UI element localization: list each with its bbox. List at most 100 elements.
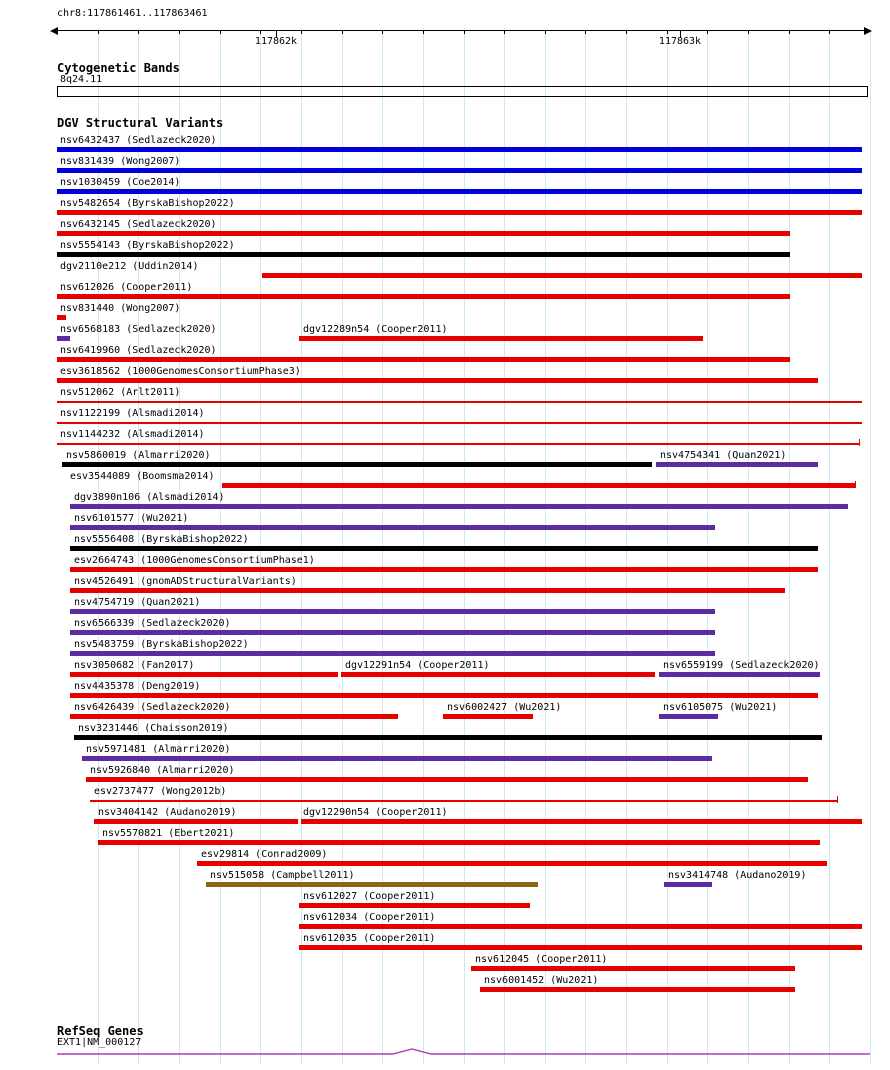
variant-bar[interactable] xyxy=(299,903,530,908)
gene-intron-line[interactable] xyxy=(57,1048,870,1055)
variant-label[interactable]: dgv12289n54 (Cooper2011) xyxy=(303,324,448,335)
variant-label[interactable]: nsv831439 (Wong2007) xyxy=(60,156,181,167)
variant-bar[interactable] xyxy=(70,567,818,572)
variant-bar[interactable] xyxy=(70,588,785,593)
variant-label[interactable]: nsv6426439 (Sedlazeck2020) xyxy=(74,702,231,713)
variant-bar[interactable] xyxy=(57,294,790,299)
variant-bar[interactable] xyxy=(197,861,827,866)
variant-label[interactable]: dgv2110e212 (Uddin2014) xyxy=(60,261,199,272)
variant-bar[interactable] xyxy=(57,422,862,424)
variant-bar[interactable] xyxy=(57,401,862,403)
variant-label[interactable]: nsv6101577 (Wu2021) xyxy=(74,513,189,524)
variant-bar[interactable] xyxy=(57,147,862,152)
variant-label[interactable]: nsv6559199 (Sedlazeck2020) xyxy=(663,660,820,671)
variant-label[interactable]: nsv515058 (Campbell2011) xyxy=(210,870,355,881)
variant-label[interactable]: nsv5483759 (ByrskaBishop2022) xyxy=(74,639,249,650)
variant-bar[interactable] xyxy=(57,443,860,445)
variant-label[interactable]: esv2664743 (1000GenomesConsortiumPhase1) xyxy=(74,555,315,566)
variant-bar[interactable] xyxy=(57,189,862,194)
variant-bar[interactable] xyxy=(57,210,862,215)
variant-bar[interactable] xyxy=(659,714,718,719)
variant-label[interactable]: nsv1144232 (Alsmadi2014) xyxy=(60,429,205,440)
variant-label[interactable]: esv3544089 (Boomsma2014) xyxy=(70,471,215,482)
variant-bar[interactable] xyxy=(57,168,862,173)
variant-label[interactable]: nsv5926840 (Almarri2020) xyxy=(90,765,235,776)
variant-bar[interactable] xyxy=(70,630,715,635)
variant-label[interactable]: nsv1122199 (Alsmadi2014) xyxy=(60,408,205,419)
variant-label[interactable]: nsv4435378 (Deng2019) xyxy=(74,681,201,692)
variant-label[interactable]: nsv3231446 (Chaisson2019) xyxy=(78,723,229,734)
variant-bar[interactable] xyxy=(57,378,818,383)
variant-bar[interactable] xyxy=(70,651,715,656)
variant-label[interactable]: nsv5570821 (Ebert2021) xyxy=(102,828,235,839)
variant-label[interactable]: nsv6419960 (Sedlazeck2020) xyxy=(60,345,217,356)
variant-bar[interactable] xyxy=(299,945,862,950)
variant-label[interactable]: nsv3050682 (Fan2017) xyxy=(74,660,195,671)
variant-label[interactable]: nsv6002427 (Wu2021) xyxy=(447,702,562,713)
variant-bar[interactable] xyxy=(98,840,820,845)
variant-bar[interactable] xyxy=(70,546,818,551)
variant-bar[interactable] xyxy=(94,819,298,824)
variant-label[interactable]: dgv12290n54 (Cooper2011) xyxy=(303,807,448,818)
variant-label[interactable]: nsv512062 (Arlt2011) xyxy=(60,387,181,398)
refseq-gene-glyph[interactable] xyxy=(57,1046,870,1060)
variant-label[interactable]: dgv3890n106 (Alsmadi2014) xyxy=(74,492,225,503)
variant-label[interactable]: esv3618562 (1000GenomesConsortiumPhase3) xyxy=(60,366,301,377)
variant-label[interactable]: nsv4754719 (Quan2021) xyxy=(74,597,201,608)
variant-bar[interactable] xyxy=(656,462,818,467)
variant-bar[interactable] xyxy=(70,609,715,614)
variant-label[interactable]: nsv6568183 (Sedlazeck2020) xyxy=(60,324,217,335)
variant-bar[interactable] xyxy=(299,336,703,341)
variant-bar[interactable] xyxy=(62,462,652,467)
variant-bar[interactable] xyxy=(299,924,862,929)
variant-bar[interactable] xyxy=(57,357,790,362)
variant-bar[interactable] xyxy=(82,756,712,761)
variant-bar[interactable] xyxy=(57,231,790,236)
variant-label[interactable]: nsv6432437 (Sedlazeck2020) xyxy=(60,135,217,146)
variant-bar[interactable] xyxy=(57,336,70,341)
variant-label[interactable]: nsv6001452 (Wu2021) xyxy=(484,975,599,986)
variant-label[interactable]: nsv5971481 (Almarri2020) xyxy=(86,744,231,755)
variant-bar[interactable] xyxy=(90,800,838,802)
variant-bar[interactable] xyxy=(262,273,862,278)
variant-label[interactable]: nsv5556408 (ByrskaBishop2022) xyxy=(74,534,249,545)
variant-bar[interactable] xyxy=(70,714,398,719)
variant-label[interactable]: nsv612045 (Cooper2011) xyxy=(475,954,608,965)
variant-bar[interactable] xyxy=(341,672,655,677)
variant-bar[interactable] xyxy=(471,966,795,971)
variant-label[interactable]: nsv5554143 (ByrskaBishop2022) xyxy=(60,240,235,251)
variant-label[interactable]: nsv6566339 (Sedlazeck2020) xyxy=(74,618,231,629)
variant-label[interactable]: nsv831440 (Wong2007) xyxy=(60,303,181,314)
variant-label[interactable]: nsv1030459 (Coe2014) xyxy=(60,177,181,188)
variant-label[interactable]: nsv612026 (Cooper2011) xyxy=(60,282,193,293)
variant-label[interactable]: nsv3404142 (Audano2019) xyxy=(98,807,237,818)
variant-bar[interactable] xyxy=(70,504,848,509)
variant-bar[interactable] xyxy=(480,987,795,992)
variant-bar[interactable] xyxy=(86,777,808,782)
variant-label[interactable]: esv2737477 (Wong2012b) xyxy=(94,786,227,797)
variant-label[interactable]: nsv4754341 (Quan2021) xyxy=(660,450,787,461)
variant-label[interactable]: nsv612027 (Cooper2011) xyxy=(303,891,436,902)
variant-bar[interactable] xyxy=(74,735,822,740)
variant-bar[interactable] xyxy=(206,882,538,887)
variant-bar[interactable] xyxy=(70,693,818,698)
variant-bar[interactable] xyxy=(70,525,715,530)
variant-bar[interactable] xyxy=(443,714,533,719)
variant-bar[interactable] xyxy=(664,882,712,887)
cytoband-glyph[interactable] xyxy=(57,86,868,97)
variant-bar[interactable] xyxy=(222,483,856,488)
variant-label[interactable]: nsv5860019 (Almarri2020) xyxy=(66,450,211,461)
variant-label[interactable]: nsv4526491 (gnomADStructuralVariants) xyxy=(74,576,297,587)
variant-label[interactable]: nsv3414748 (Audano2019) xyxy=(668,870,807,881)
variant-label[interactable]: nsv5482654 (ByrskaBishop2022) xyxy=(60,198,235,209)
refseq-gene-label[interactable]: EXT1|NM_000127 xyxy=(57,1037,142,1048)
variant-bar[interactable] xyxy=(57,315,66,320)
variant-label[interactable]: nsv6105075 (Wu2021) xyxy=(663,702,778,713)
variant-label[interactable]: dgv12291n54 (Cooper2011) xyxy=(345,660,490,671)
variant-label[interactable]: nsv612035 (Cooper2011) xyxy=(303,933,436,944)
variant-label[interactable]: nsv6432145 (Sedlazeck2020) xyxy=(60,219,217,230)
variant-bar[interactable] xyxy=(70,672,338,677)
variant-label[interactable]: nsv612034 (Cooper2011) xyxy=(303,912,436,923)
variant-bar[interactable] xyxy=(659,672,820,677)
variant-label[interactable]: esv29814 (Conrad2009) xyxy=(201,849,328,860)
